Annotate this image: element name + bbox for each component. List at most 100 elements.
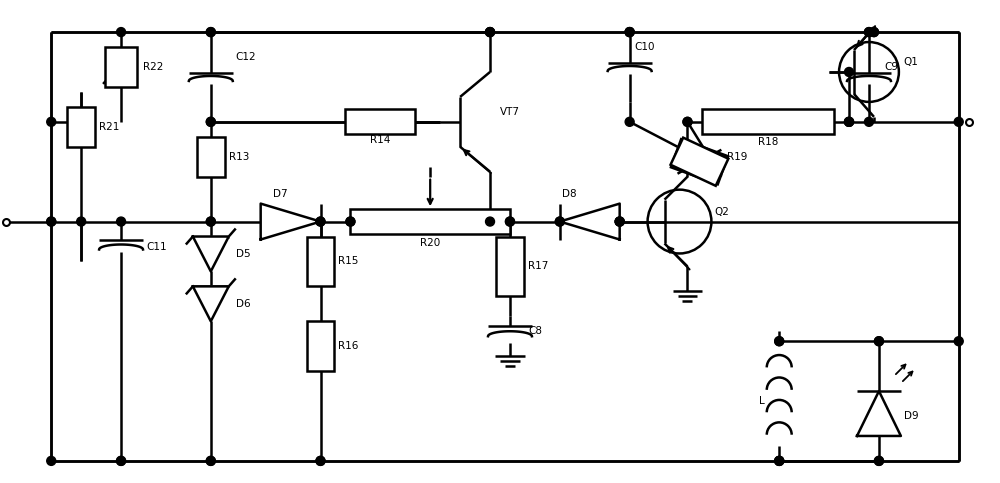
- Circle shape: [555, 217, 564, 226]
- Text: L: L: [759, 396, 764, 406]
- Circle shape: [555, 217, 564, 226]
- Circle shape: [864, 117, 873, 127]
- Circle shape: [346, 217, 355, 226]
- Circle shape: [206, 456, 215, 466]
- Text: D9: D9: [904, 411, 918, 421]
- Text: R13: R13: [229, 152, 249, 162]
- Circle shape: [864, 28, 873, 37]
- Circle shape: [954, 337, 963, 346]
- Circle shape: [486, 28, 495, 37]
- Circle shape: [486, 28, 495, 37]
- Circle shape: [625, 28, 634, 37]
- Circle shape: [117, 456, 126, 466]
- Text: D7: D7: [273, 189, 288, 199]
- Circle shape: [206, 117, 215, 127]
- Circle shape: [775, 456, 784, 466]
- Circle shape: [775, 337, 784, 346]
- Bar: [702, 109, 834, 134]
- Text: R16: R16: [338, 341, 359, 351]
- Text: Q2: Q2: [714, 207, 729, 216]
- Polygon shape: [193, 237, 229, 271]
- Circle shape: [316, 217, 325, 226]
- Circle shape: [954, 117, 963, 127]
- Text: C10: C10: [635, 42, 655, 52]
- Bar: [671, 138, 728, 186]
- Circle shape: [316, 456, 325, 466]
- Circle shape: [625, 28, 634, 37]
- Circle shape: [505, 217, 514, 226]
- Text: C11: C11: [146, 242, 167, 253]
- Bar: [496, 237, 524, 297]
- Circle shape: [775, 456, 784, 466]
- Bar: [67, 107, 95, 147]
- Polygon shape: [261, 204, 320, 240]
- Circle shape: [874, 337, 883, 346]
- Circle shape: [47, 217, 56, 226]
- Circle shape: [874, 337, 883, 346]
- Circle shape: [47, 217, 56, 226]
- Text: R21: R21: [99, 122, 119, 132]
- Polygon shape: [857, 391, 901, 436]
- Text: C12: C12: [236, 52, 256, 62]
- Circle shape: [615, 217, 624, 226]
- Circle shape: [206, 28, 215, 37]
- Circle shape: [486, 28, 495, 37]
- Text: R19: R19: [727, 152, 748, 162]
- Bar: [345, 109, 415, 134]
- Circle shape: [346, 217, 355, 226]
- Circle shape: [316, 456, 325, 466]
- Text: R18: R18: [758, 137, 778, 147]
- Bar: [671, 139, 728, 185]
- Circle shape: [117, 28, 126, 37]
- Text: Q1: Q1: [904, 57, 919, 67]
- Circle shape: [47, 456, 56, 466]
- Circle shape: [683, 117, 692, 127]
- Circle shape: [117, 456, 126, 466]
- Text: VT7: VT7: [500, 107, 520, 117]
- Circle shape: [615, 217, 624, 226]
- Bar: [307, 237, 334, 286]
- Text: D6: D6: [236, 299, 250, 309]
- Circle shape: [845, 117, 854, 127]
- Polygon shape: [560, 204, 620, 240]
- Bar: [350, 209, 510, 234]
- Circle shape: [775, 456, 784, 466]
- Circle shape: [117, 217, 126, 226]
- Circle shape: [615, 217, 624, 226]
- Text: C9: C9: [884, 62, 898, 72]
- Circle shape: [77, 217, 86, 226]
- Circle shape: [206, 28, 215, 37]
- Text: D8: D8: [562, 189, 577, 199]
- Circle shape: [775, 337, 784, 346]
- Bar: [307, 321, 334, 371]
- Bar: [197, 137, 225, 177]
- Circle shape: [206, 217, 215, 226]
- Text: R17: R17: [528, 261, 548, 271]
- Polygon shape: [193, 286, 229, 321]
- Text: R20: R20: [420, 239, 440, 248]
- Text: R14: R14: [370, 135, 391, 145]
- Circle shape: [874, 456, 883, 466]
- Circle shape: [864, 28, 873, 37]
- Circle shape: [869, 28, 878, 37]
- Circle shape: [845, 117, 854, 127]
- Text: R22: R22: [143, 62, 163, 72]
- Circle shape: [206, 217, 215, 226]
- Circle shape: [625, 28, 634, 37]
- Bar: [105, 47, 137, 87]
- Text: C8: C8: [528, 326, 542, 336]
- Circle shape: [625, 117, 634, 127]
- Circle shape: [505, 217, 514, 226]
- Circle shape: [206, 456, 215, 466]
- Circle shape: [683, 117, 692, 127]
- Circle shape: [486, 217, 495, 226]
- Circle shape: [47, 117, 56, 127]
- Circle shape: [845, 117, 854, 127]
- Circle shape: [316, 217, 325, 226]
- Circle shape: [874, 456, 883, 466]
- Circle shape: [869, 28, 878, 37]
- Circle shape: [206, 117, 215, 127]
- Text: R15: R15: [338, 256, 359, 267]
- Text: D5: D5: [236, 249, 250, 259]
- Circle shape: [845, 68, 854, 76]
